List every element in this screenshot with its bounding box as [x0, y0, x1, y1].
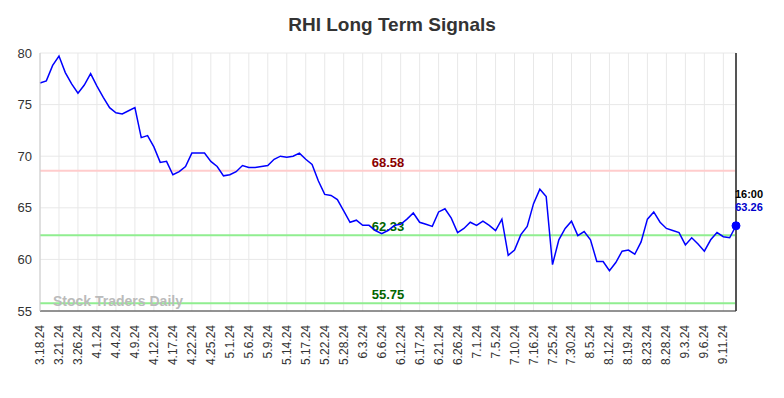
- svg-text:6.21.24: 6.21.24: [432, 325, 446, 365]
- svg-text:8.12.24: 8.12.24: [602, 325, 616, 365]
- svg-text:80: 80: [18, 46, 32, 61]
- svg-text:62.33: 62.33: [372, 219, 405, 234]
- svg-text:7.16.24: 7.16.24: [527, 325, 541, 365]
- html-text:RHI Long Term Signals: RHI Long Term Signals: [288, 14, 496, 35]
- svg-text:3.21.24: 3.21.24: [52, 325, 66, 365]
- svg-text:4.9.24: 4.9.24: [128, 325, 142, 359]
- svg-text:5.6.24: 5.6.24: [242, 325, 256, 359]
- svg-text:9.3.24: 9.3.24: [678, 325, 692, 359]
- svg-text:4.22.24: 4.22.24: [185, 325, 199, 365]
- svg-text:6.17.24: 6.17.24: [413, 325, 427, 365]
- svg-text:5.14.24: 5.14.24: [280, 325, 294, 365]
- svg-text:65: 65: [18, 200, 32, 215]
- svg-text:9.11.24: 9.11.24: [716, 325, 730, 364]
- svg-text:5.28.24: 5.28.24: [337, 325, 351, 365]
- svg-text:55: 55: [18, 304, 32, 319]
- svg-text:3.18.24: 3.18.24: [33, 325, 47, 365]
- svg-text:75: 75: [18, 97, 32, 112]
- svg-text:4.4.24: 4.4.24: [109, 325, 123, 359]
- svg-text:8.19.24: 8.19.24: [621, 325, 635, 365]
- svg-text:60: 60: [18, 252, 32, 267]
- svg-text:63.26: 63.26: [735, 201, 763, 213]
- svg-text:7.5.24: 7.5.24: [489, 325, 503, 359]
- svg-text:16:00: 16:00: [735, 188, 763, 200]
- svg-text:70: 70: [18, 149, 32, 164]
- svg-text:7.30.24: 7.30.24: [564, 325, 578, 365]
- svg-text:8.5.24: 8.5.24: [583, 325, 597, 359]
- svg-text:68.58: 68.58: [372, 155, 405, 170]
- svg-text:55.75: 55.75: [372, 287, 405, 302]
- svg-text:4.25.24: 4.25.24: [204, 325, 218, 365]
- svg-text:4.1.24: 4.1.24: [90, 325, 104, 359]
- svg-text:5.9.24: 5.9.24: [261, 325, 275, 359]
- svg-text:8.28.24: 8.28.24: [659, 325, 673, 365]
- svg-text:7.1.24: 7.1.24: [470, 325, 484, 359]
- svg-text:6.3.24: 6.3.24: [356, 325, 370, 359]
- svg-text:3.26.24: 3.26.24: [71, 325, 85, 365]
- svg-text:8.23.24: 8.23.24: [640, 325, 654, 365]
- svg-text:6.12.24: 6.12.24: [394, 325, 408, 365]
- svg-text:6.6.24: 6.6.24: [375, 325, 389, 359]
- svg-text:4.12.24: 4.12.24: [147, 325, 161, 365]
- svg-text:4.17.24: 4.17.24: [166, 325, 180, 365]
- html-text:Stock Traders Daily: Stock Traders Daily: [53, 293, 183, 309]
- svg-text:5.22.24: 5.22.24: [318, 325, 332, 365]
- svg-text:7.10.24: 7.10.24: [508, 325, 522, 365]
- svg-text:7.25.24: 7.25.24: [546, 325, 560, 365]
- svg-text:5.17.24: 5.17.24: [299, 325, 313, 365]
- svg-text:9.6.24: 9.6.24: [697, 325, 711, 359]
- svg-text:5.1.24: 5.1.24: [223, 325, 237, 359]
- svg-text:6.26.24: 6.26.24: [451, 325, 465, 365]
